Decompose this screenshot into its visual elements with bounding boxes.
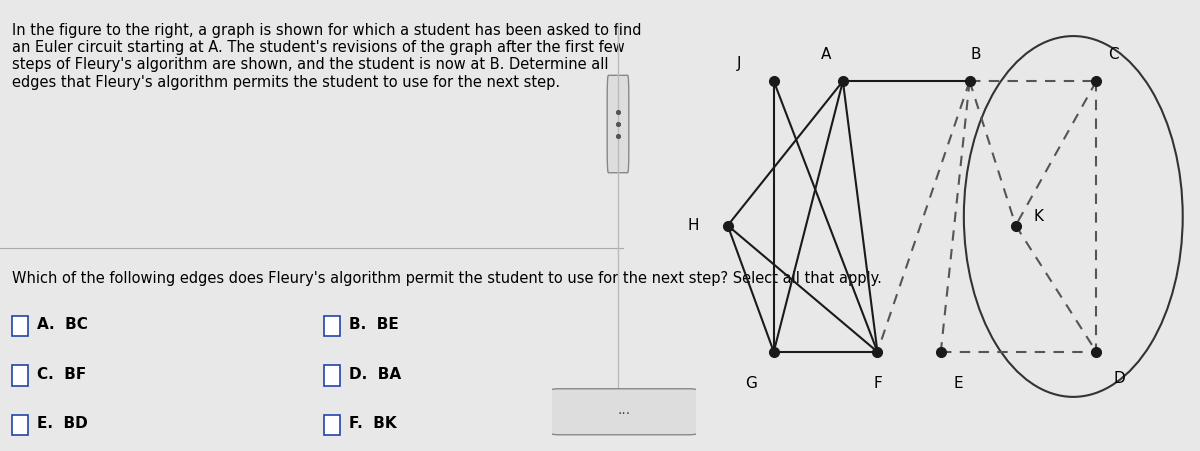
- Text: F: F: [874, 376, 882, 391]
- Text: K: K: [1033, 209, 1044, 224]
- Text: A: A: [821, 46, 830, 62]
- FancyBboxPatch shape: [324, 415, 340, 435]
- Text: E.  BD: E. BD: [37, 416, 88, 432]
- Text: In the figure to the right, a graph is shown for which a student has been asked : In the figure to the right, a graph is s…: [12, 23, 642, 90]
- Text: H: H: [688, 218, 698, 233]
- Text: C: C: [1109, 46, 1118, 62]
- Text: D.  BA: D. BA: [349, 367, 402, 382]
- FancyBboxPatch shape: [607, 75, 629, 173]
- Text: C.  BF: C. BF: [37, 367, 86, 382]
- Text: J: J: [737, 55, 742, 71]
- Text: D: D: [1114, 371, 1126, 387]
- FancyBboxPatch shape: [545, 389, 703, 435]
- Text: Which of the following edges does Fleury's algorithm permit the student to use f: Which of the following edges does Fleury…: [12, 271, 882, 285]
- Text: A.  BC: A. BC: [37, 317, 89, 332]
- FancyBboxPatch shape: [324, 316, 340, 336]
- Text: E: E: [953, 376, 962, 391]
- FancyBboxPatch shape: [12, 415, 28, 435]
- Text: B: B: [970, 46, 980, 62]
- Text: F.  BK: F. BK: [349, 416, 397, 432]
- Text: ...: ...: [618, 403, 630, 418]
- FancyBboxPatch shape: [12, 316, 28, 336]
- Text: G: G: [745, 376, 757, 391]
- Text: B.  BE: B. BE: [349, 317, 400, 332]
- FancyBboxPatch shape: [324, 365, 340, 386]
- FancyBboxPatch shape: [12, 365, 28, 386]
